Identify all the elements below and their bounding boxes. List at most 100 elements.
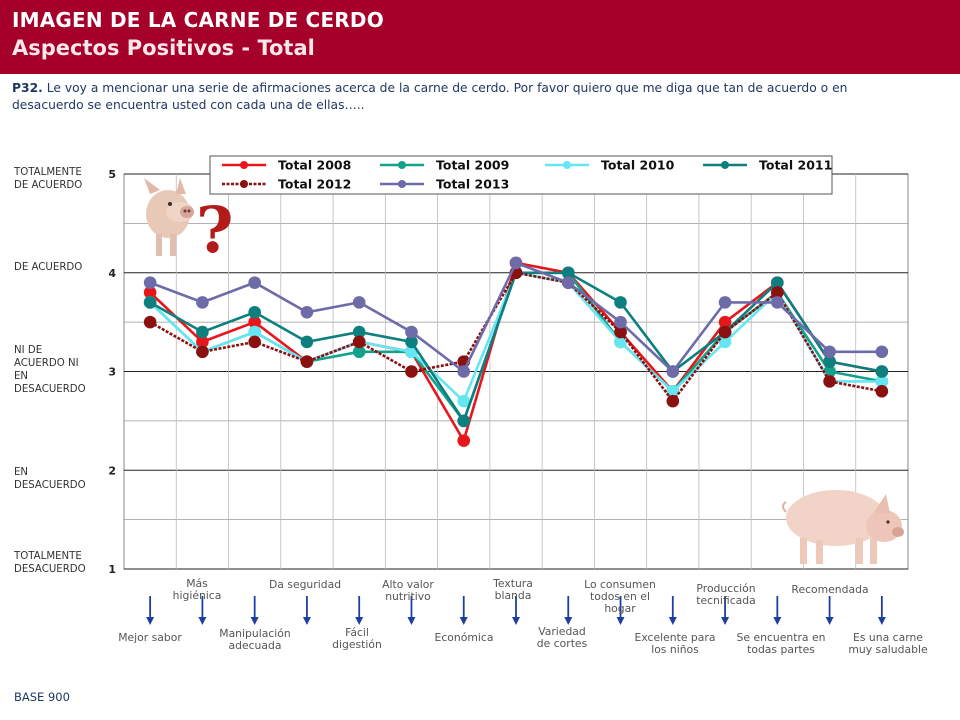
category-label-da-seguridad: Da seguridad bbox=[268, 578, 342, 591]
data-point bbox=[405, 335, 418, 349]
data-point bbox=[875, 384, 889, 398]
scale-label-totally-agree: TOTALMENTE DE ACUERDO bbox=[14, 167, 83, 191]
category-arrow-icon bbox=[877, 596, 886, 625]
category-label-excelente-para-ninos: Excelente para los niños bbox=[634, 631, 716, 656]
category-arrow-head bbox=[564, 617, 573, 625]
scale-label-neutral: NI DE ACUERDO NI EN DESACUERDO bbox=[14, 345, 86, 395]
data-point bbox=[143, 315, 157, 329]
scale-label-agree: DE ACUERDO bbox=[14, 262, 83, 273]
category-arrow-icon bbox=[616, 596, 625, 625]
category-arrow-icon bbox=[773, 596, 782, 625]
scale-label-disagree: EN DESACUERDO bbox=[14, 467, 86, 491]
data-point bbox=[196, 325, 209, 339]
y-tick-label: 5 bbox=[108, 168, 116, 181]
category-arrow-icon bbox=[407, 596, 416, 625]
category-arrow-head bbox=[250, 617, 259, 625]
data-point bbox=[248, 276, 261, 289]
page-title: IMAGEN DE LA CARNE DE CERDO bbox=[12, 8, 384, 32]
data-point bbox=[561, 276, 575, 289]
category-arrow-icon bbox=[564, 596, 573, 625]
category-arrow-head bbox=[825, 617, 834, 625]
category-arrow-head bbox=[721, 617, 730, 625]
legend-label: Total 2008 bbox=[278, 158, 351, 173]
data-point bbox=[614, 325, 627, 339]
category-arrow-icon bbox=[668, 596, 677, 625]
data-point bbox=[875, 365, 889, 378]
data-point bbox=[718, 315, 732, 329]
category-label-recomendada: Recomendada bbox=[791, 583, 869, 596]
legend-swatch-marker bbox=[563, 161, 571, 169]
data-point bbox=[352, 325, 366, 339]
category-label-lo-consumen-todos: Lo consumen todos en el hogar bbox=[584, 578, 656, 615]
data-point bbox=[718, 296, 732, 309]
data-point bbox=[196, 335, 209, 349]
category-arrow-head bbox=[877, 617, 886, 625]
data-point bbox=[143, 276, 157, 289]
piglet-illustration bbox=[782, 490, 904, 564]
title-banner: IMAGEN DE LA CARNE DE CERDO Aspectos Pos… bbox=[0, 0, 960, 74]
category-arrow-icon bbox=[146, 596, 155, 625]
legend-item: Total 2013 bbox=[380, 177, 509, 192]
data-point bbox=[352, 296, 366, 309]
data-point bbox=[300, 335, 314, 349]
data-point bbox=[666, 384, 680, 398]
data-point bbox=[771, 296, 784, 309]
data-point bbox=[248, 305, 261, 319]
legend-label: Total 2012 bbox=[278, 177, 351, 192]
category-label-alto-valor-nutritivo: Alto valor nutritivo bbox=[382, 578, 434, 603]
data-point bbox=[823, 355, 836, 368]
category-arrow-head bbox=[773, 617, 782, 625]
question-text: P32. Le voy a mencionar una serie de afi… bbox=[12, 80, 912, 114]
category-arrow-icon bbox=[198, 596, 207, 625]
category-arrow-icon bbox=[459, 596, 468, 625]
category-arrow-head bbox=[668, 617, 677, 625]
y-tick-label: 3 bbox=[108, 366, 116, 379]
data-point bbox=[509, 256, 523, 270]
category-label-produccion-tecnificada: Producción tecnificada bbox=[696, 582, 756, 607]
category-label-textura-blanda: Textura blanda bbox=[493, 577, 533, 602]
data-point bbox=[614, 335, 627, 349]
data-point bbox=[405, 325, 418, 339]
data-point bbox=[561, 266, 575, 280]
data-point bbox=[405, 365, 418, 378]
data-point bbox=[300, 355, 314, 368]
category-arrow-icon bbox=[302, 596, 311, 625]
pig-question-illustration: ? bbox=[144, 178, 234, 262]
category-label-variedad-de-cortes: Variedad de cortes bbox=[536, 625, 588, 650]
category-label-mejor-sabor: Mejor sabor bbox=[118, 631, 182, 644]
category-arrow-icon bbox=[721, 596, 730, 625]
category-label-carne-muy-saludable: Es una carne muy saludable bbox=[848, 631, 928, 656]
legend-swatch-marker bbox=[240, 180, 248, 188]
legend-swatch-marker bbox=[398, 180, 406, 188]
category-label-economica: Económica bbox=[434, 631, 494, 644]
y-tick-label: 4 bbox=[108, 267, 116, 280]
legend-item: Total 2011 bbox=[703, 158, 832, 173]
category-arrow-icon bbox=[825, 596, 834, 625]
data-point bbox=[823, 375, 836, 388]
category-arrow-head bbox=[616, 617, 625, 625]
data-point bbox=[771, 276, 784, 289]
legend-label: Total 2010 bbox=[601, 158, 675, 173]
category-arrow-icon bbox=[250, 596, 259, 625]
data-point bbox=[718, 325, 732, 339]
data-point bbox=[457, 365, 471, 378]
legend-swatch-marker bbox=[398, 161, 406, 169]
data-point bbox=[875, 345, 889, 359]
category-arrow-head bbox=[407, 617, 416, 625]
legend-label: Total 2011 bbox=[759, 158, 832, 173]
data-point bbox=[352, 345, 366, 359]
data-point bbox=[614, 315, 627, 329]
category-arrow-icon bbox=[512, 596, 520, 625]
category-arrow-head bbox=[198, 617, 207, 625]
data-point bbox=[614, 296, 627, 309]
data-point bbox=[457, 394, 471, 408]
category-label-facil-digestion: Fácil digestión bbox=[332, 626, 382, 651]
legend-swatch-marker bbox=[721, 161, 729, 169]
data-point bbox=[143, 286, 157, 299]
page-subtitle: Aspectos Positivos - Total bbox=[12, 36, 315, 60]
data-point bbox=[248, 325, 261, 339]
scale-label-totally-disagree: TOTALMENTE DESACUERDO bbox=[14, 551, 86, 575]
y-tick-label: 2 bbox=[108, 464, 116, 477]
data-point bbox=[352, 335, 366, 349]
